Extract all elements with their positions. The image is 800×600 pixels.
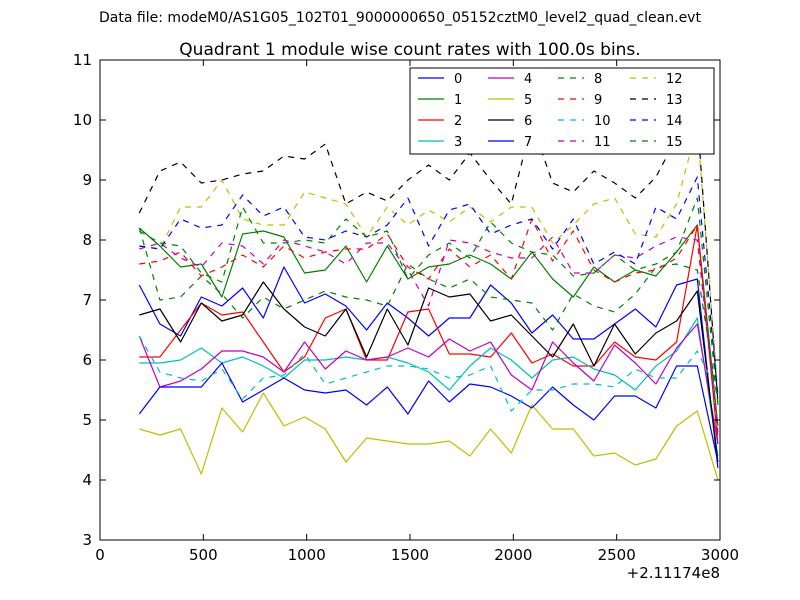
series-line-4 bbox=[138, 323, 719, 445]
data-file-header: Data file: modeM0/AS1G05_102T01_90000006… bbox=[99, 10, 701, 26]
series-line-0 bbox=[138, 266, 719, 469]
x-tick-label: 3000 bbox=[701, 546, 739, 564]
y-tick-label: 5 bbox=[82, 411, 92, 429]
legend-box bbox=[409, 67, 715, 155]
legend-label-13: 13 bbox=[666, 93, 683, 108]
series-line-15 bbox=[138, 197, 719, 406]
y-tick-label: 7 bbox=[82, 291, 92, 309]
y-tick-label: 6 bbox=[82, 351, 92, 369]
legend-label-15: 15 bbox=[666, 135, 683, 150]
legend-label-11: 11 bbox=[594, 135, 611, 150]
series-layer bbox=[138, 116, 719, 481]
series-line-14 bbox=[139, 176, 719, 397]
y-tick-label: 4 bbox=[82, 471, 92, 489]
x-tick-label: 2500 bbox=[598, 546, 636, 564]
legend-label-7: 7 bbox=[524, 135, 532, 150]
x-tick-label: 500 bbox=[189, 546, 218, 564]
legend-label-4: 4 bbox=[524, 72, 532, 87]
y-tick-label: 3 bbox=[82, 531, 92, 549]
series-line-10 bbox=[138, 335, 719, 412]
x-tick-label: 0 bbox=[95, 546, 105, 564]
series-line-9 bbox=[139, 218, 719, 439]
series-line-12 bbox=[139, 125, 719, 394]
series-line-8 bbox=[138, 227, 719, 403]
legend-label-6: 6 bbox=[524, 114, 532, 129]
legend-label-2: 2 bbox=[454, 114, 462, 129]
series-line-11 bbox=[139, 236, 719, 433]
x-tick-label: 1500 bbox=[391, 546, 429, 564]
legend-label-10: 10 bbox=[594, 114, 611, 129]
chart-title: Quadrant 1 module wise count rates with … bbox=[179, 40, 640, 60]
y-tick-label: 10 bbox=[73, 111, 92, 129]
legend-label-1: 1 bbox=[454, 93, 462, 108]
legend-label-0: 0 bbox=[454, 72, 462, 87]
legend-label-5: 5 bbox=[524, 93, 532, 108]
series-line-3 bbox=[139, 317, 719, 457]
legend-label-8: 8 bbox=[594, 72, 602, 87]
x-tick-label: 1000 bbox=[288, 546, 326, 564]
legend-label-12: 12 bbox=[666, 72, 683, 87]
series-line-5 bbox=[139, 392, 719, 481]
y-tick-label: 9 bbox=[82, 171, 92, 189]
x-offset-label: +2.11174e8 bbox=[627, 564, 720, 582]
legend-label-3: 3 bbox=[454, 135, 462, 150]
x-tick-label: 2000 bbox=[494, 546, 532, 564]
legend-label-14: 14 bbox=[666, 114, 683, 129]
series-line-13 bbox=[138, 116, 719, 403]
series-line-1 bbox=[138, 224, 719, 427]
y-tick-label: 11 bbox=[73, 51, 92, 69]
series-line-6 bbox=[139, 281, 719, 463]
series-line-2 bbox=[139, 224, 719, 445]
legend-label-9: 9 bbox=[594, 93, 602, 108]
y-tick-label: 8 bbox=[82, 231, 92, 249]
